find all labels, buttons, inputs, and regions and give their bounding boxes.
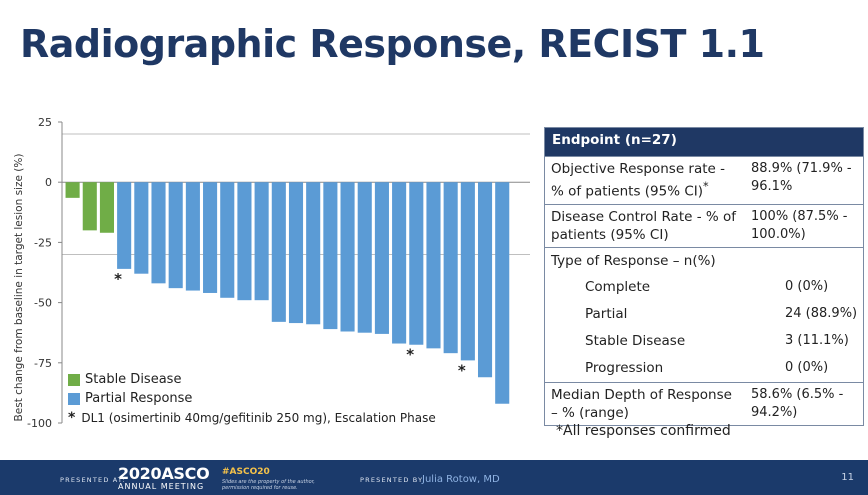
bar	[495, 182, 510, 404]
bar	[237, 182, 252, 301]
asco-logo: 2020ASCO ANNUAL MEETING	[118, 464, 210, 491]
response-value: 0 (0%)	[785, 279, 829, 294]
legend-item-stable: Stable Disease	[68, 370, 436, 389]
y-axis-label: Best change from baseline in target lesi…	[13, 154, 25, 422]
orr-value: 88.9% (71.9% - 96.1%	[751, 161, 852, 194]
chart-legend: Stable Disease Partial Response * DL1 (o…	[68, 370, 436, 427]
bar	[254, 182, 269, 301]
legend-label-stable: Stable Disease	[85, 372, 182, 387]
logo-year: 2020	[118, 464, 162, 483]
bar	[134, 182, 149, 274]
mdr-row: Median Depth of Response – % (range) 58.…	[545, 381, 863, 425]
dcr-row: Disease Control Rate - % of patients (95…	[545, 203, 863, 247]
disclaimer: Slides are the property of the author, p…	[222, 479, 315, 491]
logo-name: ASCO	[161, 464, 210, 483]
asterisk-icon: *	[68, 409, 76, 426]
bar	[323, 182, 338, 330]
presented-by-label: PRESENTED BY:	[360, 476, 426, 484]
bar	[477, 182, 493, 378]
response-value: 3 (11.1%)	[785, 333, 849, 348]
orr-label: Objective Response rate - % of patients …	[545, 157, 747, 204]
orr-row: Objective Response rate - % of patients …	[545, 156, 863, 204]
legend-swatch-stable	[68, 373, 80, 386]
asterisk-marker: *	[458, 361, 466, 379]
bar	[443, 182, 458, 354]
bar	[306, 182, 321, 325]
response-row-stable: Stable Disease 3 (11.1%)	[545, 328, 863, 355]
y-tick-label: 25	[38, 116, 52, 129]
page-number: 11	[841, 472, 854, 483]
dcr-label: Disease Control Rate - % of patients (95…	[551, 208, 737, 243]
bar	[220, 182, 235, 298]
footer-bar: PRESENTED AT: 2020ASCO ANNUAL MEETING #A…	[0, 460, 868, 495]
dcr-value: 100% (87.5% - 100.0%)	[751, 208, 848, 242]
y-tick-label: -25	[34, 236, 52, 249]
y-tick-label: -50	[34, 297, 52, 310]
y-tick-label: -75	[34, 357, 52, 370]
logo-sub: ANNUAL MEETING	[118, 482, 205, 491]
bar	[271, 182, 286, 322]
mdr-label: Median Depth of Response – % (range)	[551, 386, 732, 421]
legend-label-partial: Partial Response	[85, 391, 193, 406]
asterisk-marker: *	[114, 270, 122, 288]
response-row-complete: Complete 0 (0%)	[545, 274, 863, 301]
slide-title: Radiographic Response, RECIST 1.1	[20, 22, 765, 66]
bar	[460, 182, 475, 361]
orr-label-sup: *	[703, 180, 709, 193]
hashtag: #ASCO20	[222, 467, 270, 477]
legend-item-partial: Partial Response	[68, 389, 436, 408]
bar	[340, 182, 355, 332]
bar	[168, 182, 183, 289]
bar	[65, 182, 80, 198]
type-of-response-label: Type of Response – n(%)	[545, 246, 863, 274]
response-label: Progression	[585, 360, 664, 376]
response-label: Complete	[585, 279, 651, 295]
bar	[426, 182, 441, 349]
results-table: Endpoint (n=27) Objective Response rate …	[544, 127, 864, 426]
bar	[357, 182, 372, 333]
y-tick-label: -100	[27, 417, 52, 430]
response-value: 0 (0%)	[785, 360, 829, 375]
response-row-partial: Partial 24 (88.9%)	[545, 301, 863, 328]
response-value: 24 (88.9%)	[785, 306, 858, 321]
presented-at-label: PRESENTED AT:	[60, 476, 126, 484]
bar	[392, 182, 407, 344]
y-tick-label: 0	[45, 176, 52, 189]
bar	[185, 182, 200, 291]
orr-label-text: Objective Response rate - % of patients …	[551, 161, 726, 200]
legend-asterisk-note: DL1 (osimertinib 40mg/gefitinib 250 mg),…	[81, 410, 436, 425]
response-label: Partial	[585, 306, 628, 322]
response-row-progression: Progression 0 (0%)	[545, 355, 863, 382]
legend-item-asterisk: * DL1 (osimertinib 40mg/gefitinib 250 mg…	[68, 408, 436, 427]
bar	[374, 182, 389, 334]
footnote: *All responses confirmed	[556, 423, 731, 439]
asterisk-marker: *	[406, 346, 414, 364]
bar	[288, 182, 304, 324]
mdr-value: 58.6% (6.5% - 94.2%)	[751, 386, 844, 420]
bar	[117, 182, 132, 269]
bar	[203, 182, 218, 293]
presenter-name: Julia Rotow, MD	[422, 474, 500, 485]
table-header: Endpoint (n=27)	[545, 128, 863, 156]
bar	[151, 182, 166, 284]
bar	[82, 182, 97, 231]
legend-swatch-partial	[68, 392, 80, 405]
bar	[99, 182, 115, 233]
bar	[409, 182, 424, 345]
response-label: Stable Disease	[585, 333, 686, 349]
